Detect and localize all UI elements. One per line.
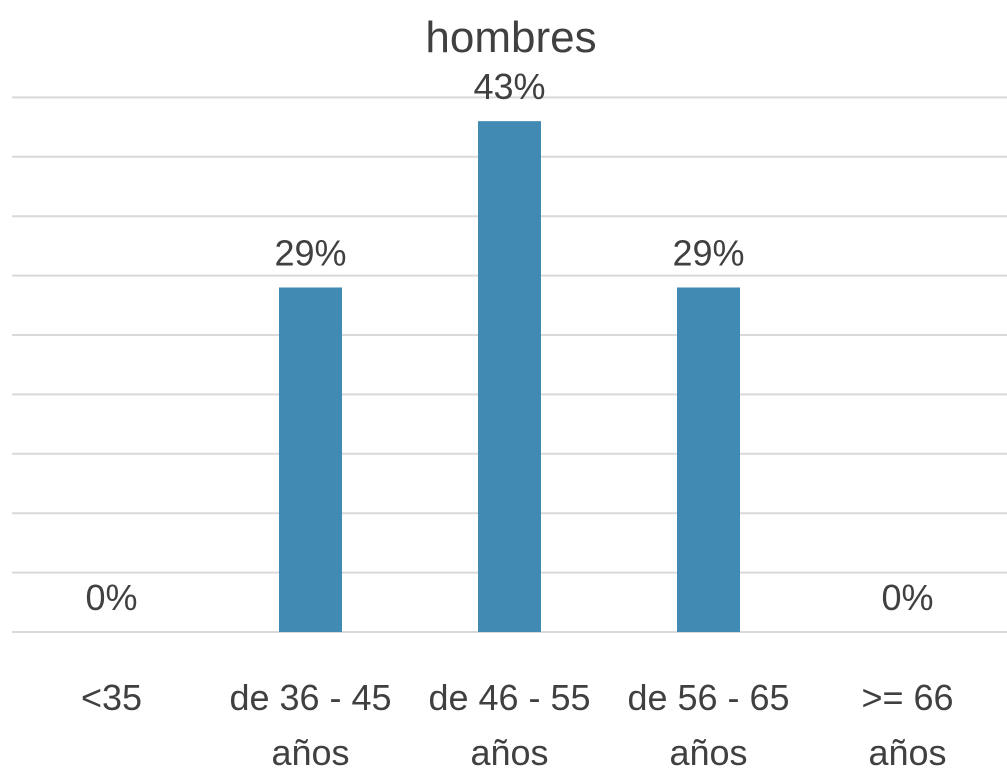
bars: [279, 121, 740, 632]
x-tick-label-line: años: [271, 732, 349, 773]
data-labels: 0% 29% 43% 29% 0%: [85, 66, 933, 618]
x-tick-label-line: >= 66: [861, 677, 953, 718]
x-tick-label: >= 66 años: [861, 677, 953, 773]
bar: [677, 287, 740, 632]
data-label: 43%: [473, 66, 545, 107]
x-tick-label: de 46 - 55 años: [428, 677, 590, 773]
x-tick-label: de 36 - 45 años: [229, 677, 391, 773]
bar: [478, 121, 541, 632]
data-label: 0%: [881, 577, 933, 618]
x-tick-label-line: de 56 - 65: [627, 677, 789, 718]
chart-title: hombres: [425, 13, 596, 62]
bar: [279, 287, 342, 632]
x-tick-label-line: <35: [81, 677, 142, 718]
data-label: 0%: [85, 577, 137, 618]
x-tick-label-line: años: [868, 732, 946, 773]
data-label: 29%: [672, 232, 744, 273]
x-tick-label-line: años: [669, 732, 747, 773]
x-tick-label-line: años: [470, 732, 548, 773]
x-tick-label: <35: [81, 677, 142, 718]
x-tick-label-line: de 46 - 55: [428, 677, 590, 718]
x-tick-label-line: de 36 - 45: [229, 677, 391, 718]
x-tick-label: de 56 - 65 años: [627, 677, 789, 773]
data-label: 29%: [274, 232, 346, 273]
